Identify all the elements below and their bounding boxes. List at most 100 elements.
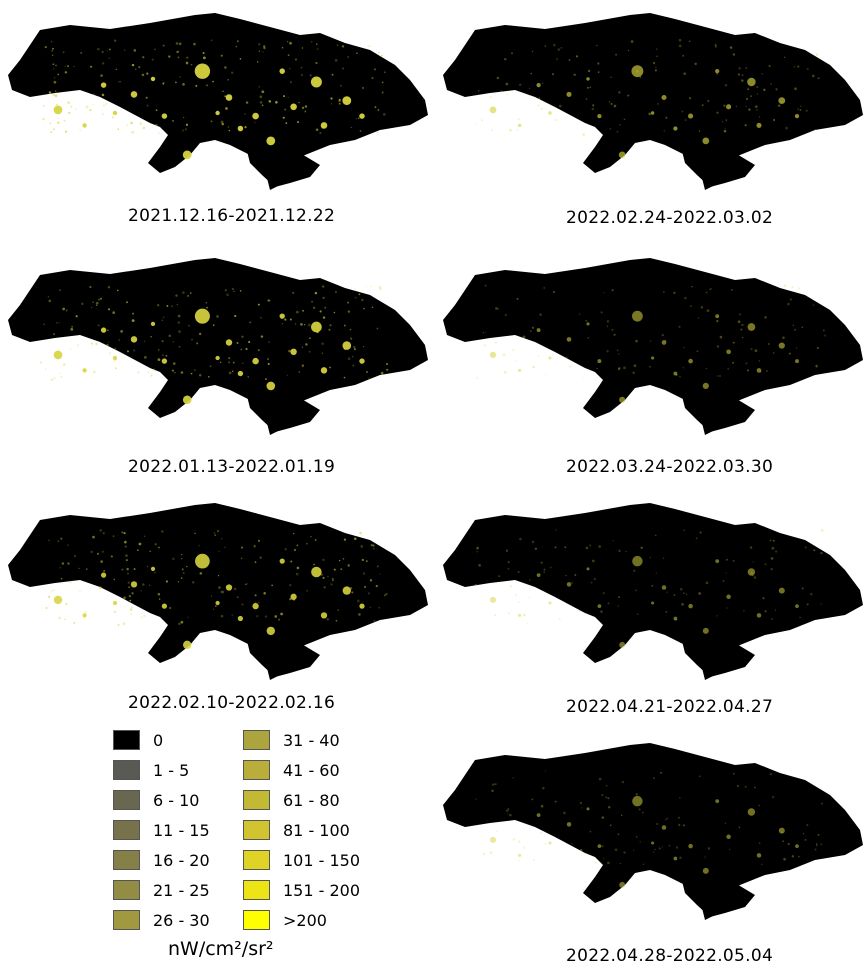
light-speck xyxy=(338,559,341,562)
light-speck xyxy=(552,43,556,47)
light-speck xyxy=(257,303,260,306)
light-speck xyxy=(618,549,621,553)
light-speck xyxy=(189,292,192,294)
light-speck xyxy=(154,48,156,51)
light-speck xyxy=(90,550,93,554)
light-speck xyxy=(259,316,262,319)
light-speck xyxy=(794,328,797,331)
light-speck xyxy=(306,589,309,592)
light-speck xyxy=(115,68,117,71)
city-light xyxy=(225,339,233,346)
city-light xyxy=(194,63,211,79)
light-speck xyxy=(58,349,60,351)
light-speck xyxy=(242,362,244,365)
light-speck xyxy=(609,824,612,827)
light-speck xyxy=(172,557,175,561)
light-speck xyxy=(220,120,224,124)
light-speck xyxy=(202,51,205,55)
city-light xyxy=(632,795,643,807)
city-light xyxy=(631,65,644,78)
light-speck xyxy=(628,49,630,52)
light-speck xyxy=(126,567,129,571)
light-speck xyxy=(118,80,120,83)
light-speck xyxy=(56,322,58,324)
city-light xyxy=(320,612,328,619)
map-panel xyxy=(0,495,430,685)
light-speck xyxy=(73,65,75,68)
light-speck xyxy=(666,817,669,820)
light-speck xyxy=(220,614,224,618)
light-speck xyxy=(730,288,733,291)
light-speck xyxy=(50,131,53,134)
light-speck xyxy=(696,350,699,353)
light-speck xyxy=(360,545,363,548)
light-speck xyxy=(125,559,128,562)
map-caption: 2022.04.28-2022.05.04 xyxy=(566,946,774,966)
light-speck xyxy=(732,53,736,56)
light-speck xyxy=(653,777,655,780)
light-speck xyxy=(95,301,99,305)
light-speck xyxy=(352,364,355,367)
light-speck xyxy=(313,563,315,566)
light-speck xyxy=(228,361,231,364)
light-speck xyxy=(314,291,318,295)
light-speck xyxy=(254,561,257,564)
light-speck xyxy=(146,104,149,107)
light-speck xyxy=(303,324,306,326)
light-speck xyxy=(362,572,366,575)
light-speck xyxy=(503,370,507,374)
light-speck xyxy=(194,532,196,535)
light-speck xyxy=(330,97,333,100)
light-speck xyxy=(585,319,588,322)
light-speck xyxy=(699,531,702,534)
light-speck xyxy=(144,535,146,537)
light-speck xyxy=(673,594,676,596)
light-speck xyxy=(788,352,791,355)
light-speck xyxy=(45,368,47,370)
light-speck xyxy=(538,97,541,99)
light-speck xyxy=(534,547,538,550)
light-speck xyxy=(491,789,494,792)
light-speck xyxy=(620,814,623,817)
light-speck xyxy=(92,103,94,106)
light-speck xyxy=(509,813,512,817)
light-speck xyxy=(721,121,724,123)
light-speck xyxy=(165,354,168,357)
light-speck xyxy=(191,338,193,341)
light-speck xyxy=(146,371,150,374)
legend-swatch xyxy=(243,730,270,750)
light-speck xyxy=(52,128,55,131)
city-light xyxy=(342,341,352,350)
light-speck xyxy=(60,600,63,602)
light-speck xyxy=(152,368,156,372)
light-speck xyxy=(597,62,600,65)
light-speck xyxy=(131,63,135,67)
legend-label: 61 - 80 xyxy=(283,791,340,810)
light-speck xyxy=(518,859,520,862)
light-speck xyxy=(710,288,712,290)
light-speck xyxy=(295,310,299,314)
light-speck xyxy=(45,606,48,610)
city-light xyxy=(311,566,322,578)
light-speck xyxy=(353,346,356,349)
light-speck xyxy=(101,550,104,553)
light-speck xyxy=(750,571,753,575)
light-speck xyxy=(526,622,528,624)
light-speck xyxy=(801,587,804,590)
light-speck xyxy=(781,831,783,833)
light-speck xyxy=(545,374,547,376)
light-speck xyxy=(509,584,513,588)
light-speck xyxy=(679,376,681,378)
light-speck xyxy=(236,40,239,43)
light-speck xyxy=(172,362,176,365)
city-light xyxy=(100,572,107,578)
light-speck xyxy=(532,858,535,861)
light-speck xyxy=(385,592,388,596)
light-speck xyxy=(343,324,346,327)
light-speck xyxy=(578,610,581,612)
light-speck xyxy=(326,617,330,621)
light-speck xyxy=(531,540,535,544)
light-speck xyxy=(113,359,116,362)
light-speck xyxy=(816,346,820,350)
light-speck xyxy=(322,296,325,300)
